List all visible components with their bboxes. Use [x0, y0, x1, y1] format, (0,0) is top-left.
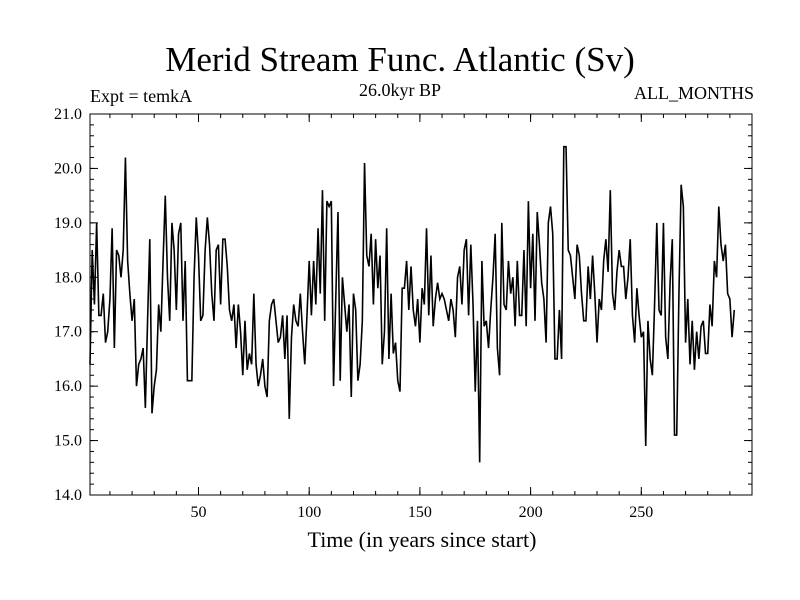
- y-tick-label: 19.0: [54, 215, 82, 232]
- chart-title: Merid Stream Func. Atlantic (Sv): [165, 40, 635, 79]
- y-tick-label: 18.0: [54, 269, 82, 286]
- x-axis-label: Time (in years since start): [307, 527, 537, 552]
- months-label: ALL_MONTHS: [634, 83, 754, 103]
- axis-ticks: 14.0 15.0 16.0 17.0 18.0 19.0 20.0 21.0 50 100 150…: [54, 106, 752, 521]
- x-tick-label: 50: [190, 504, 206, 521]
- y-tick-label: 16.0: [54, 378, 82, 395]
- series-group: [89, 145, 736, 463]
- x-tick-label: 100: [297, 504, 321, 521]
- y-tick-label: 15.0: [54, 433, 82, 450]
- period-label: 26.0kyr BP: [358, 80, 441, 100]
- y-tick-label: 17.0: [54, 324, 82, 341]
- series-line: [89, 145, 736, 463]
- x-tick-label: 250: [629, 504, 653, 521]
- x-tick-label: 200: [519, 504, 543, 521]
- x-tick-label: 150: [408, 504, 432, 521]
- y-tick-label: 14.0: [54, 487, 82, 504]
- y-tick-label: 20.0: [54, 160, 82, 177]
- experiment-label: Expt = temkA: [90, 86, 193, 106]
- plot-frame: [89, 113, 753, 496]
- y-tick-label: 21.0: [54, 106, 82, 123]
